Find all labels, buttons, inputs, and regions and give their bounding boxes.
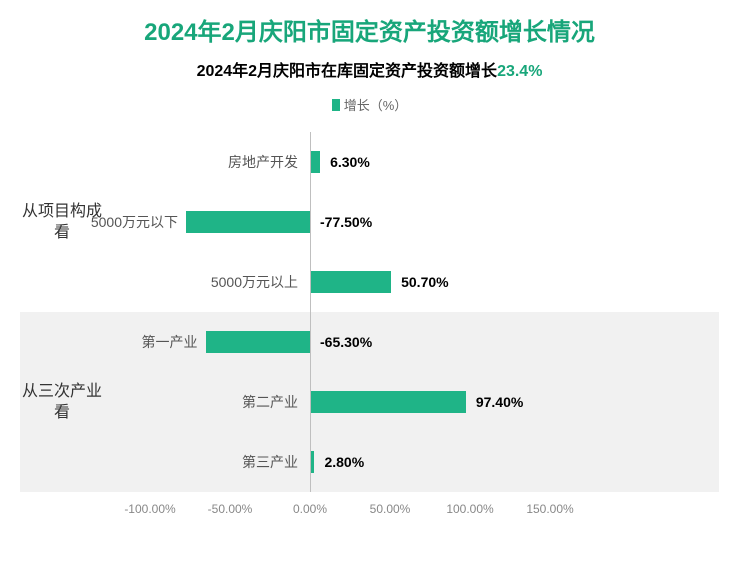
value-label: 6.30% <box>330 154 370 170</box>
value-label: -65.30% <box>320 334 372 350</box>
bar <box>206 331 310 353</box>
value-label: 2.80% <box>324 454 364 470</box>
x-tick: 100.00% <box>446 502 493 516</box>
category-label: 第一产业 <box>142 332 198 352</box>
x-tick: 0.00% <box>293 502 327 516</box>
category-label: 5000万元以上 <box>211 272 298 292</box>
subtitle-prefix: 2024年2月庆阳市在库固定资产投资额增长 <box>197 63 498 80</box>
value-label: -77.50% <box>320 214 372 230</box>
bar <box>310 271 391 293</box>
value-label: 97.40% <box>476 394 523 410</box>
category-label: 房地产开发 <box>228 152 298 172</box>
chart-row: 房地产开发 6.30% <box>0 132 739 192</box>
category-label: 5000万元以下 <box>91 212 178 232</box>
bar <box>186 211 310 233</box>
subtitle-highlight: 23.4% <box>497 63 542 80</box>
chart-title: 2024年2月庆阳市固定资产投资额增长情况 <box>0 0 739 47</box>
legend-label: 增长（%） <box>344 98 408 113</box>
x-tick: -100.00% <box>124 502 175 516</box>
chart-area: 智研咨询 智研咨询 从项目构成看房地产开发6.30%5000万元以下-77.50… <box>0 122 739 526</box>
x-tick: 150.00% <box>526 502 573 516</box>
chart-subtitle: 2024年2月庆阳市在库固定资产投资额增长23.4% <box>0 57 739 81</box>
category-label: 第三产业 <box>242 452 298 472</box>
zero-line <box>310 132 311 492</box>
x-tick: -50.00% <box>208 502 253 516</box>
chart-row: 第三产业 2.80% <box>0 432 739 492</box>
x-axis: -100.00% -50.00% 0.00% 50.00% 100.00% 150.00% <box>0 496 739 524</box>
bar <box>310 391 466 413</box>
legend-swatch <box>332 99 340 111</box>
legend: 增长（%） <box>0 95 739 114</box>
x-tick: 50.00% <box>370 502 411 516</box>
chart-row: 5000万元以下 -77.50% <box>0 192 739 252</box>
chart-row: 第二产业 97.40% <box>0 372 739 432</box>
value-label: 50.70% <box>401 274 448 290</box>
chart-row: 第一产业 -65.30% <box>0 312 739 372</box>
category-label: 第二产业 <box>242 392 298 412</box>
chart-row: 5000万元以上 50.70% <box>0 252 739 312</box>
bar <box>310 151 320 173</box>
